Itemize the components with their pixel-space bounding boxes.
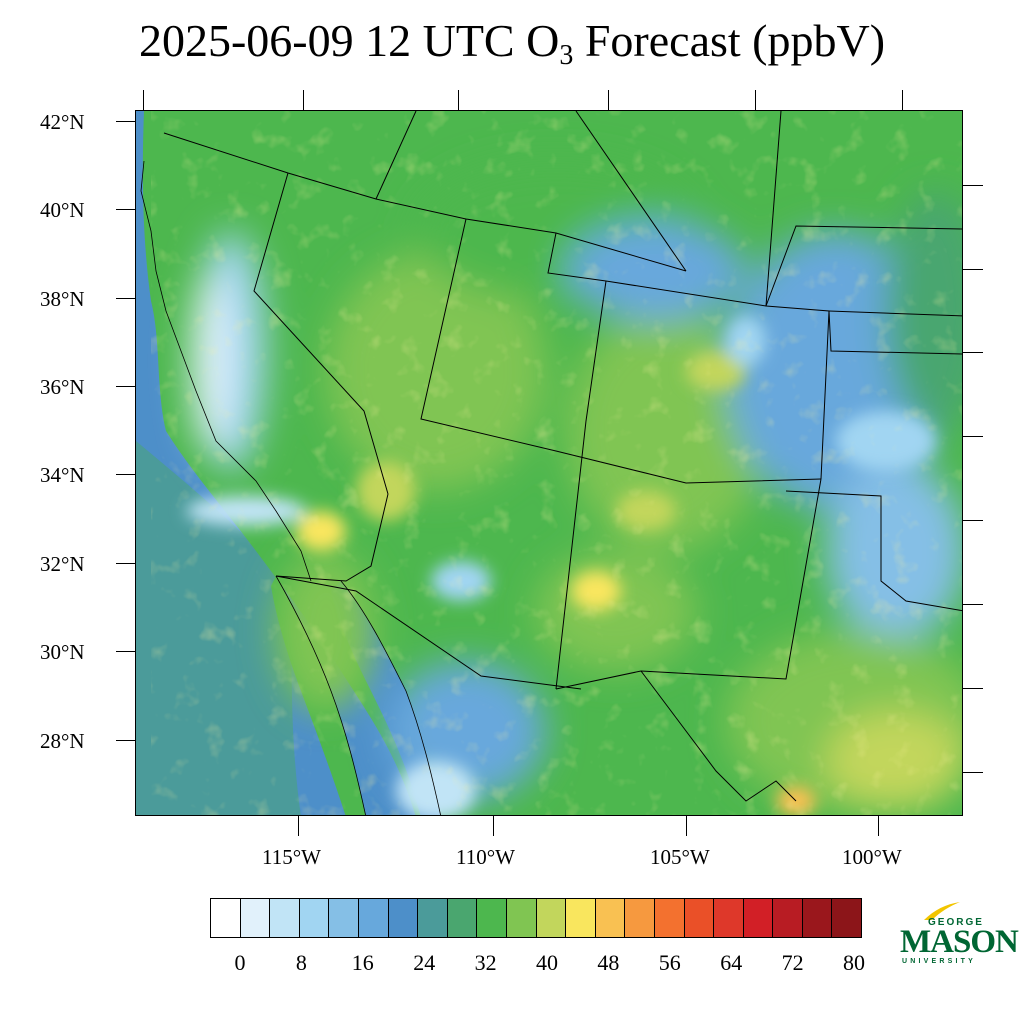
colorbar bbox=[210, 898, 863, 938]
colorbar-label: 64 bbox=[720, 950, 743, 975]
colorbar-swatch bbox=[239, 898, 271, 938]
colorbar-swatch bbox=[713, 898, 744, 938]
colorbar-swatch bbox=[476, 898, 507, 938]
lat-tick bbox=[116, 651, 135, 652]
lat-label-42: 42°N bbox=[40, 110, 85, 134]
colorbar-swatch bbox=[298, 898, 330, 938]
colorbar-swatch bbox=[624, 898, 655, 938]
lat-tick bbox=[116, 474, 135, 475]
lat-label-28: 28°N bbox=[40, 729, 85, 753]
colorbar-swatch bbox=[683, 898, 715, 938]
logo-line2: MASON bbox=[900, 924, 1019, 960]
colorbar-swatch bbox=[446, 898, 478, 938]
colorbar-swatch bbox=[417, 898, 448, 938]
lon-label-115w: 115°W bbox=[262, 845, 321, 869]
top-tick bbox=[143, 90, 144, 110]
lon-tick bbox=[298, 816, 299, 836]
right-tick bbox=[963, 772, 983, 773]
swoosh-icon bbox=[924, 902, 960, 920]
right-tick bbox=[963, 436, 983, 437]
lon-label-100w: 100°W bbox=[842, 845, 902, 869]
colorbar-swatch bbox=[742, 898, 774, 938]
colorbar-swatch bbox=[535, 898, 567, 938]
lat-tick bbox=[116, 298, 135, 299]
colorbar-swatch bbox=[210, 898, 241, 938]
lon-tick bbox=[493, 816, 494, 836]
top-tick bbox=[608, 90, 609, 110]
right-tick bbox=[963, 520, 983, 521]
lat-label-32: 32°N bbox=[40, 552, 85, 576]
colorbar-swatch bbox=[594, 898, 626, 938]
colorbar-swatch bbox=[357, 898, 389, 938]
colorbar-swatch bbox=[505, 898, 537, 938]
colorbar-swatch bbox=[653, 898, 685, 938]
title-prefix: 2025-06-09 12 UTC O bbox=[138, 15, 560, 66]
colorbar-label: 56 bbox=[658, 950, 681, 975]
lat-tick bbox=[116, 386, 135, 387]
colorbar-label: 80 bbox=[843, 950, 865, 975]
colorbar-label: 72 bbox=[781, 950, 804, 975]
right-tick bbox=[963, 604, 983, 605]
lat-label-36: 36°N bbox=[40, 375, 85, 399]
lat-tick bbox=[116, 121, 135, 122]
colorbar-label: 16 bbox=[351, 950, 374, 975]
logo-line1: GEORGE bbox=[928, 917, 984, 928]
lat-label-30: 30°N bbox=[40, 640, 85, 664]
colorbar-label: 0 bbox=[234, 950, 246, 975]
top-tick bbox=[902, 90, 903, 110]
lon-label-110w: 110°W bbox=[456, 845, 515, 869]
right-tick bbox=[963, 352, 983, 353]
title-subscript: 3 bbox=[559, 40, 574, 71]
colorbar-label: 32 bbox=[474, 950, 497, 975]
lat-tick bbox=[116, 563, 135, 564]
top-tick bbox=[755, 90, 756, 110]
right-tick bbox=[963, 269, 983, 270]
right-tick bbox=[963, 688, 983, 689]
lat-label-38: 38°N bbox=[40, 287, 85, 311]
colorbar-swatch bbox=[269, 898, 300, 938]
colorbar-label: 24 bbox=[413, 950, 436, 975]
colorbar-swatch bbox=[565, 898, 596, 938]
boundary-lines bbox=[163, 111, 962, 802]
lat-tick bbox=[116, 209, 135, 210]
colorbar-swatch bbox=[772, 898, 803, 938]
lat-label-34: 34°N bbox=[40, 463, 85, 487]
colorbar-swatch bbox=[328, 898, 359, 938]
lat-tick bbox=[116, 740, 135, 741]
map-canvas bbox=[136, 111, 962, 815]
lon-tick bbox=[686, 816, 687, 836]
logo-line3: UNIVERSITY bbox=[902, 958, 977, 965]
gmu-logo: GEORGE MASON UNIVERSITY bbox=[900, 900, 1019, 970]
lat-label-40: 40°N bbox=[40, 198, 85, 222]
coastline bbox=[140, 160, 441, 815]
map-title: 2025-06-09 12 UTC O3 Forecast (ppbV) bbox=[0, 14, 1024, 72]
top-tick bbox=[303, 90, 304, 110]
ozone-forecast-map bbox=[135, 110, 963, 816]
lon-tick bbox=[878, 816, 879, 836]
lon-label-105w: 105°W bbox=[650, 845, 710, 869]
title-suffix: Forecast (ppbV) bbox=[573, 15, 886, 66]
colorbar-swatch bbox=[801, 898, 833, 938]
colorbar-label: 40 bbox=[536, 950, 558, 975]
colorbar-label: 48 bbox=[597, 950, 620, 975]
top-tick bbox=[458, 90, 459, 110]
right-tick bbox=[963, 185, 983, 186]
colorbar-label: 8 bbox=[295, 950, 307, 975]
colorbar-swatch bbox=[831, 898, 863, 938]
colorbar-swatch bbox=[387, 898, 419, 938]
